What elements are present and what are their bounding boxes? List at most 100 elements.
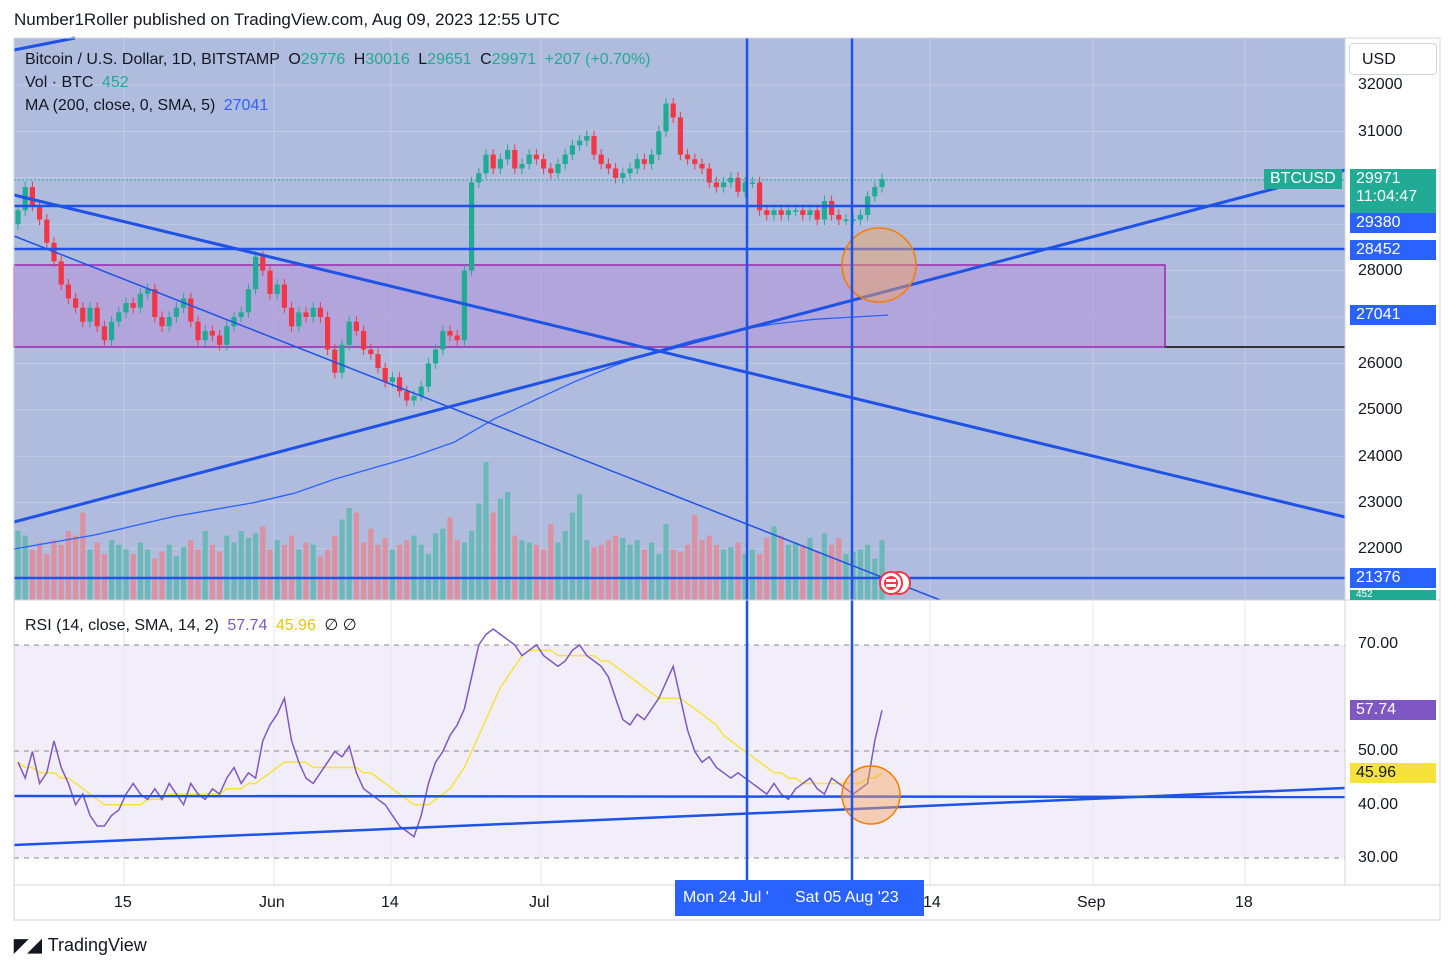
candle-body bbox=[94, 307, 100, 327]
volume-bar bbox=[469, 531, 475, 600]
level-tag-29380: 29380 bbox=[1350, 213, 1436, 233]
candle-body bbox=[303, 312, 309, 317]
crosshair-label-05aug: Sat 05 Aug '23 bbox=[787, 880, 924, 916]
candle-body bbox=[382, 368, 388, 382]
time-tick: 14 bbox=[381, 894, 399, 911]
symbol-title[interactable]: Bitcoin / U.S. Dollar, 1D, BITSTAMP bbox=[25, 51, 280, 68]
time-tick: 14 bbox=[923, 894, 941, 911]
ma-legend[interactable]: MA (200, close, 0, SMA, 5) 27041 bbox=[25, 97, 269, 114]
rsi-legend[interactable]: RSI (14, close, SMA, 14, 2) 57.74 45.96 … bbox=[25, 617, 357, 634]
volume-bar bbox=[310, 544, 316, 600]
volume-bar bbox=[296, 549, 302, 600]
candle-body bbox=[116, 312, 122, 322]
volume-bar bbox=[613, 535, 619, 600]
volume-bar bbox=[166, 544, 172, 600]
volume-bars bbox=[15, 462, 885, 600]
time-tick: 15 bbox=[114, 894, 132, 911]
candle-body bbox=[656, 131, 662, 155]
volume-bar bbox=[663, 524, 669, 600]
volume-bar bbox=[94, 542, 100, 600]
volume-bar bbox=[159, 551, 165, 600]
volume-bar bbox=[303, 542, 309, 600]
candle-body bbox=[123, 303, 129, 313]
candle-body bbox=[677, 117, 683, 155]
tradingview-logo[interactable]: ◤◢ TradingView bbox=[14, 935, 147, 955]
candle-body bbox=[260, 256, 266, 271]
candle-body bbox=[397, 377, 403, 392]
candle-body bbox=[735, 177, 741, 192]
volume-bar bbox=[749, 549, 755, 600]
time-tick: Sep bbox=[1077, 894, 1106, 911]
candle-body bbox=[569, 145, 575, 155]
volume-bar bbox=[713, 544, 719, 600]
volume-bar bbox=[440, 528, 446, 600]
candle-body bbox=[670, 103, 676, 118]
volume-bar bbox=[562, 531, 568, 600]
volume-bar bbox=[620, 537, 626, 600]
time-tick: Jul bbox=[529, 894, 550, 911]
candle-body bbox=[764, 210, 770, 215]
volume-bar bbox=[807, 537, 813, 600]
candle-body bbox=[281, 284, 287, 308]
highlight-circle-price[interactable] bbox=[841, 227, 917, 303]
ascending-trendline[interactable] bbox=[13, 168, 1346, 524]
candle-body bbox=[836, 214, 842, 220]
volume-bar bbox=[404, 540, 410, 600]
candle-body bbox=[663, 103, 669, 132]
chart-frame bbox=[13, 37, 1441, 921]
volume-bar bbox=[397, 544, 403, 600]
price-change: +207 (+0.70%) bbox=[544, 51, 651, 68]
time-tick: 18 bbox=[1235, 894, 1253, 911]
top-trendline[interactable] bbox=[13, 36, 76, 52]
candle-body bbox=[202, 330, 208, 341]
volume-bar bbox=[325, 549, 331, 600]
candle-body bbox=[713, 182, 719, 188]
volume-bar bbox=[433, 533, 439, 600]
candle-body bbox=[533, 154, 539, 160]
candle-body bbox=[389, 377, 395, 382]
volume-bar bbox=[670, 549, 676, 600]
rsi-trendline[interactable] bbox=[13, 786, 1346, 847]
volume-bar bbox=[548, 524, 554, 600]
volume-bar bbox=[281, 544, 287, 600]
price-tick: 25000 bbox=[1358, 401, 1403, 418]
volume-bar bbox=[274, 540, 280, 600]
candle-body bbox=[829, 201, 835, 215]
volume-bar bbox=[375, 544, 381, 600]
candle-body bbox=[512, 149, 518, 169]
candle-body bbox=[793, 210, 799, 212]
price-tick: 22000 bbox=[1358, 540, 1403, 557]
highlight-circle-rsi[interactable] bbox=[841, 765, 901, 825]
currency-button[interactable]: USD bbox=[1349, 43, 1437, 75]
volume-bar bbox=[389, 549, 395, 600]
volume-bar bbox=[490, 512, 496, 600]
volume-bar bbox=[15, 531, 21, 600]
economic-event-icon[interactable] bbox=[879, 571, 911, 595]
candle-body bbox=[274, 284, 280, 294]
volume-bar bbox=[411, 535, 417, 600]
volume-bar bbox=[29, 549, 35, 600]
volume-legend[interactable]: Vol · BTC 452 bbox=[25, 74, 129, 91]
rsi-line bbox=[17, 628, 883, 838]
symbol-legend[interactable]: Bitcoin / U.S. Dollar, 1D, BITSTAMP O297… bbox=[25, 51, 651, 68]
candle-body bbox=[418, 386, 424, 396]
candle-body bbox=[757, 182, 763, 211]
volume-bar bbox=[224, 535, 230, 600]
candle-body bbox=[130, 303, 136, 308]
candle-body bbox=[800, 210, 806, 215]
volume-bar bbox=[735, 542, 741, 600]
volume-bar bbox=[641, 549, 647, 600]
thin-trendline[interactable] bbox=[13, 235, 941, 601]
candle-body bbox=[742, 182, 748, 192]
volume-bar bbox=[721, 549, 727, 600]
candle-body bbox=[699, 163, 705, 169]
candle-body bbox=[361, 330, 367, 350]
candle-body bbox=[404, 391, 410, 401]
candle-body bbox=[454, 335, 460, 341]
rsi-grid bbox=[123, 600, 1246, 885]
volume-bar bbox=[591, 547, 597, 600]
volume-bar bbox=[483, 462, 489, 600]
volume-bar bbox=[22, 535, 28, 600]
volume-bar bbox=[634, 540, 640, 600]
